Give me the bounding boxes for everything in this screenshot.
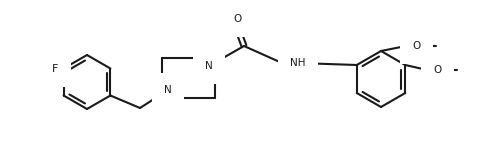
Text: O: O (433, 65, 441, 75)
Text: N: N (205, 61, 213, 71)
Text: O: O (412, 41, 420, 51)
Text: F: F (52, 63, 58, 73)
Text: N: N (164, 85, 172, 95)
Text: NH: NH (290, 58, 306, 68)
Text: O: O (233, 14, 241, 24)
